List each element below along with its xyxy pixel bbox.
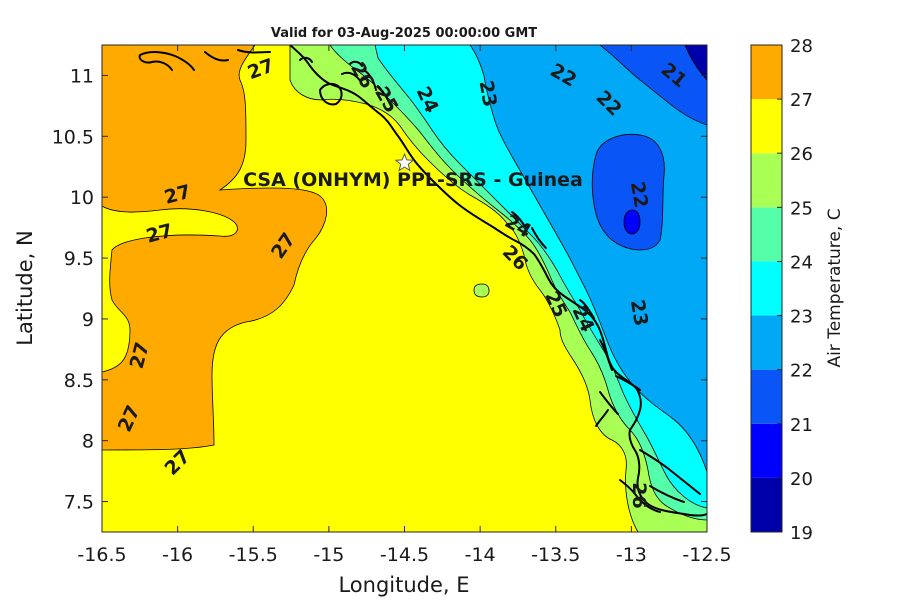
y-tick-label: 9.5 [64, 248, 94, 270]
colorbar-swatch [751, 369, 782, 424]
colorbar-swatch [751, 99, 782, 154]
colorbar-title: Air Temperature, C [825, 208, 845, 367]
colorbar-swatch [751, 45, 782, 100]
plot-area [102, 45, 707, 532]
colorbar-tick-label: 23 [790, 307, 813, 328]
colorbar-tick-label: 22 [790, 361, 813, 382]
colorbar-swatch [751, 315, 782, 370]
contour-label: 23 [626, 298, 652, 328]
contour-label: 26 [628, 482, 650, 508]
colorbar-swatch [751, 261, 782, 316]
level-21-22-closed-region [591, 133, 665, 251]
colorbar-tick-label: 25 [790, 198, 813, 219]
colorbar-frame [750, 44, 783, 533]
colorbar: 19 20 21 22 23 24 25 26 27 28 [750, 36, 813, 544]
site-label: CSA (ONHYM) PPL-SRS - Guinea [243, 169, 583, 191]
x-tick-label: -12.5 [682, 544, 731, 566]
contour-label: 23 [475, 79, 501, 109]
colorbar-tick-label: 26 [790, 144, 813, 165]
colorbar-tick-label: 19 [790, 523, 813, 544]
x-tick-label: -14.5 [380, 544, 429, 566]
colorbar-tick-label: 27 [790, 90, 813, 111]
y-tick-label: 10.5 [52, 126, 94, 148]
y-tick-label: 8 [82, 431, 94, 453]
y-tick-label: 11 [70, 65, 94, 87]
x-tick-label: -14 [465, 544, 496, 566]
x-tick-label: -13.5 [531, 544, 580, 566]
colorbar-swatch [751, 153, 782, 208]
x-tick-label: -15.5 [229, 544, 278, 566]
colorbar-swatch [751, 477, 782, 532]
level-21-22-region [599, 45, 707, 126]
site-marker-star-icon [394, 152, 415, 172]
colorbar-swatch [751, 207, 782, 262]
x-tick-label: -15 [313, 544, 344, 566]
level-20-21-region [684, 45, 707, 81]
colorbar-tick-label: 21 [790, 415, 813, 436]
x-tick-label: -16 [162, 544, 193, 566]
contour-label: 22 [626, 180, 652, 210]
x-axis: -16.5 -16 -15.5 -15 -14.5 -14 -13.5 -13 -12.5 [77, 45, 732, 566]
x-tick-label: -13 [616, 544, 647, 566]
colorbar-tick-label: 28 [790, 36, 813, 57]
x-axis-title: Longitude, E [338, 573, 469, 597]
colorbar-tick-label: 20 [790, 469, 813, 490]
y-tick-label: 9 [82, 309, 94, 331]
level-27-28-region [102, 45, 328, 451]
coastline [138, 45, 707, 517]
y-tick-label: 10 [70, 187, 94, 209]
y-tick-label: 7.5 [64, 492, 94, 514]
colorbar-swatch [751, 423, 782, 478]
x-tick-label: -16.5 [77, 544, 126, 566]
colorbar-tick-label: 24 [790, 252, 813, 273]
level-20-21-closed-region [623, 209, 641, 235]
y-axis: 7.5 8 8.5 9 9.5 10 10.5 11 [52, 65, 707, 514]
chart-title: Valid for 03-Aug-2025 00:00:00 GMT [271, 26, 537, 41]
level-25-26-island [473, 283, 490, 298]
star-icon [394, 152, 415, 172]
y-tick-label: 8.5 [64, 370, 94, 392]
y-axis-title: Latitude, N [13, 230, 37, 346]
